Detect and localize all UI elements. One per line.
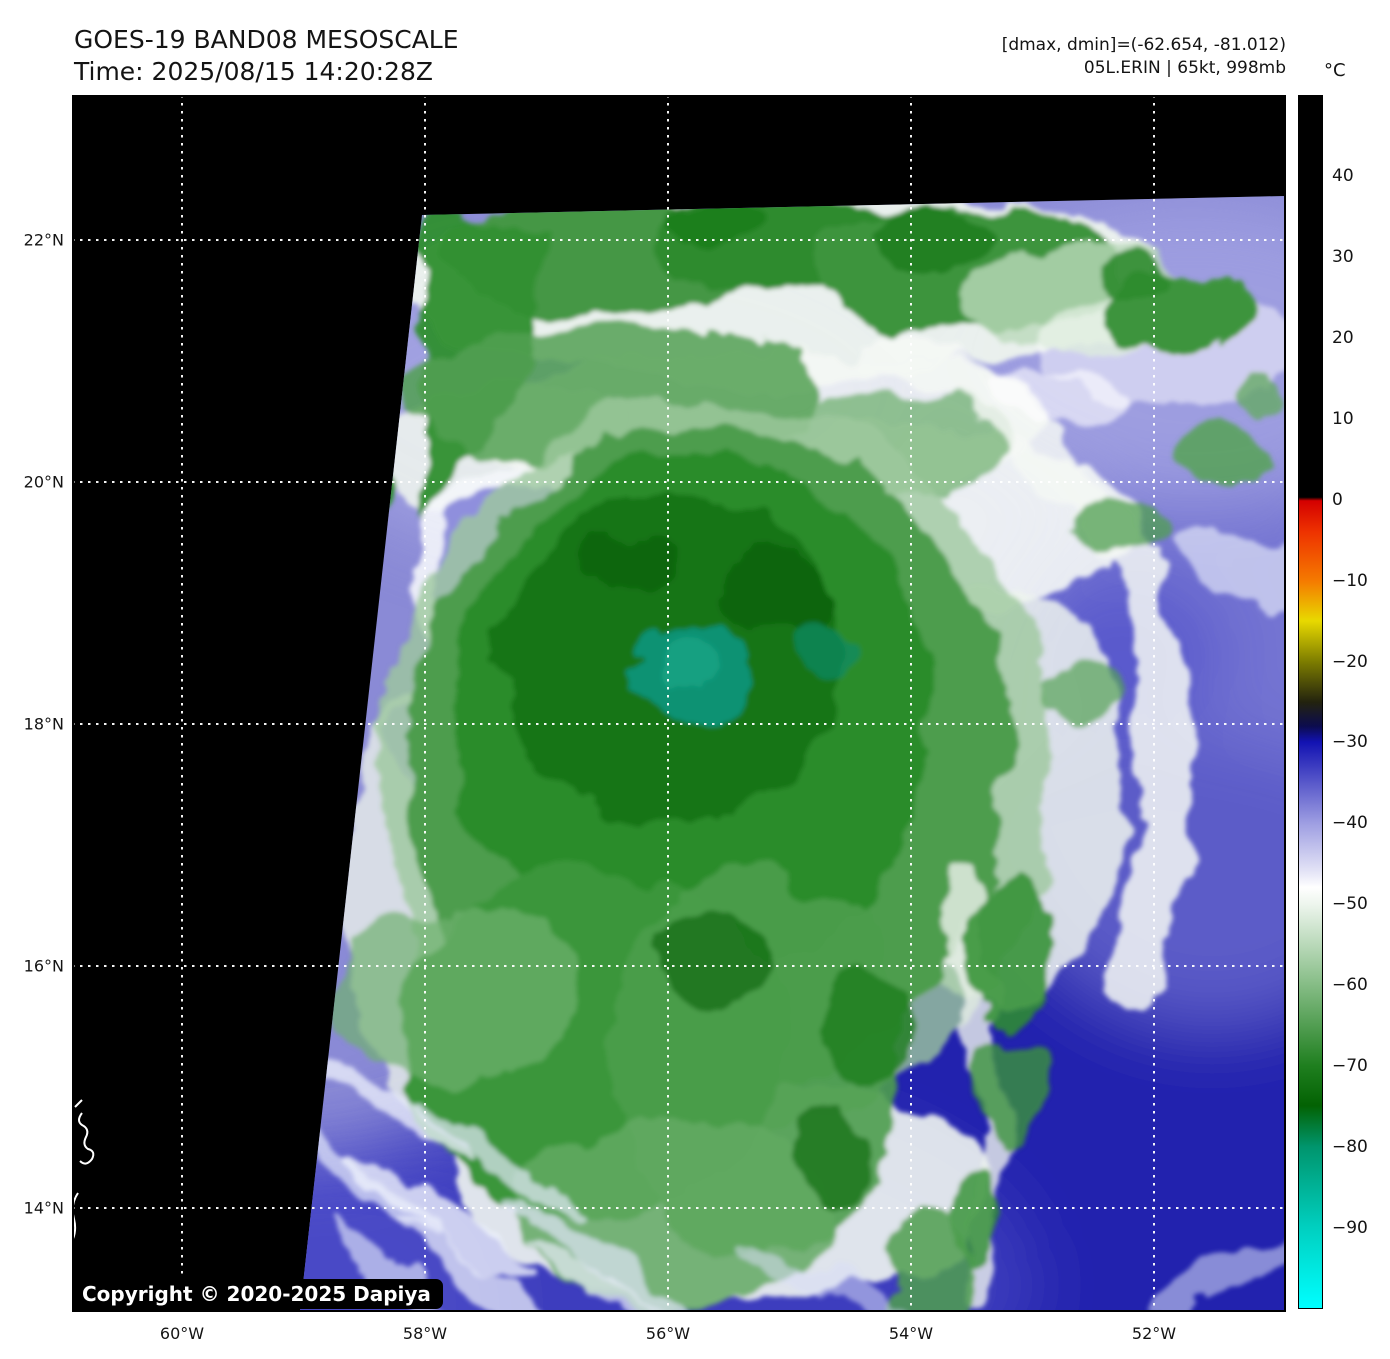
colorbar-tick--90: −90 — [1332, 1218, 1368, 1239]
colorbar-tick--60: −60 — [1332, 975, 1368, 996]
colorbar-tick--50: −50 — [1332, 894, 1368, 915]
dmax-dmin-annotation: [dmax, dmin]=(-62.654, -81.012) — [1001, 35, 1286, 55]
colorbar-tick-0: 0 — [1332, 489, 1343, 510]
lon-tick-54W: 54°W — [888, 1324, 934, 1343]
annotation-block: [dmax, dmin]=(-62.654, -81.012) 05L.ERIN… — [1002, 34, 1286, 80]
title-line-2: Time: 2025/08/15 14:20:28Z — [74, 57, 433, 86]
colorbar-tick-30: 30 — [1332, 246, 1354, 267]
lat-tick-22N: 22°N — [23, 230, 64, 250]
copyright-badge: Copyright © 2020-2025 Dapiya — [72, 1279, 443, 1309]
colorbar-tick--10: −10 — [1332, 570, 1368, 591]
lat-tick-18N: 18°N — [23, 714, 64, 734]
lon-tick-60W: 60°W — [159, 1324, 205, 1343]
lat-tick-20N: 20°N — [23, 472, 64, 492]
colorbar-unit-label: °C — [1324, 60, 1346, 81]
title-line-1: GOES-19 BAND08 MESOSCALE — [74, 25, 459, 54]
colorbar — [1298, 95, 1323, 1309]
satellite-image — [72, 95, 1286, 1312]
storm-annotation: 05L.ERIN | 65kt, 998mb — [1083, 58, 1286, 78]
map-plot-area: Copyright © 2020-2025 Dapiya — [72, 95, 1286, 1312]
plot-border — [72, 95, 1286, 1312]
cloud-field — [308, 196, 1285, 1311]
colorbar-tick-10: 10 — [1332, 408, 1354, 429]
colorbar-tick--30: −30 — [1332, 732, 1368, 753]
lat-tick-14N: 14°N — [23, 1198, 64, 1218]
lat-lon-gridlines — [72, 95, 1286, 1312]
figure-title: GOES-19 BAND08 MESOSCALE Time: 2025/08/1… — [74, 24, 459, 88]
lon-tick-52W: 52°W — [1131, 1324, 1177, 1343]
colorbar-tick--80: −80 — [1332, 1137, 1368, 1158]
satellite-swath — [300, 196, 1285, 1311]
colorbar-tick-20: 20 — [1332, 327, 1354, 348]
colorbar-tick--20: −20 — [1332, 651, 1368, 672]
lon-tick-56W: 56°W — [645, 1324, 691, 1343]
colorbar-tick--70: −70 — [1332, 1056, 1368, 1077]
lon-tick-58W: 58°W — [402, 1324, 448, 1343]
colorbar-tick-40: 40 — [1332, 165, 1354, 186]
colorbar-tick--40: −40 — [1332, 813, 1368, 834]
lat-tick-16N: 16°N — [23, 956, 64, 976]
